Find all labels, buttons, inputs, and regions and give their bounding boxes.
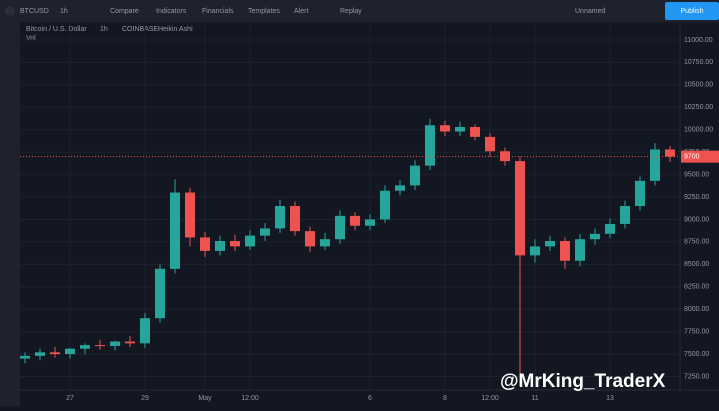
- y-tick-label: 7250.00: [684, 373, 709, 380]
- y-tick-label: 8000.00: [684, 306, 709, 313]
- candle-body: [260, 228, 270, 236]
- y-tick-label: 9250.00: [684, 194, 709, 201]
- candle-body: [575, 239, 585, 261]
- candle-body: [545, 241, 555, 247]
- candle-body: [605, 223, 615, 234]
- candle-body: [275, 206, 285, 229]
- candle-body: [245, 235, 255, 247]
- x-tick-label: 27: [66, 395, 74, 402]
- x-tick-label: 12:00: [241, 395, 259, 402]
- publish-button[interactable]: [665, 2, 719, 20]
- candle-body: [95, 345, 105, 347]
- candle-body: [185, 192, 195, 238]
- y-tick-label: 8750.00: [684, 239, 709, 246]
- candle-body: [635, 180, 645, 206]
- candle-body: [620, 206, 630, 224]
- candle-body: [455, 127, 465, 132]
- candle-body: [20, 355, 30, 359]
- candle-body: [290, 206, 300, 232]
- subtitle: 1h COINBASE Heikin Ashi: [100, 26, 193, 33]
- subtitle-item: COINBASE: [122, 26, 159, 33]
- candle-body: [560, 241, 570, 261]
- toolbar-item[interactable]: Compare: [110, 8, 139, 15]
- last-price-box: [681, 150, 719, 163]
- candle-body: [410, 165, 420, 186]
- candle-body: [440, 125, 450, 132]
- candle-body: [65, 348, 75, 355]
- y-tick-label: 7500.00: [684, 351, 709, 358]
- subtitle-item: Heikin Ashi: [158, 26, 193, 33]
- candle-body: [200, 237, 210, 251]
- y-tick-label: 10500.00: [684, 82, 713, 89]
- candle-body: [365, 219, 375, 226]
- candle-body: [320, 239, 330, 247]
- toolbar: [0, 0, 719, 22]
- plot: 7250.00 7500.00 7750.00 8000.00 8250.00 8500.…: [20, 22, 719, 402]
- candle-body: [425, 125, 435, 166]
- candle-body: [350, 215, 360, 226]
- layout-name[interactable]: Unnamed: [575, 8, 605, 15]
- watermark: @MrKing_TraderX: [500, 371, 666, 392]
- candle-body: [500, 151, 510, 162]
- candle-body: [125, 341, 135, 344]
- candle-body: [305, 231, 315, 247]
- candle-body: [230, 241, 240, 247]
- x-tick-label: 11: [531, 395, 538, 402]
- last-price-label: 9700: [684, 153, 700, 160]
- candle-body: [485, 136, 495, 152]
- x-tick-label: 12:00: [481, 395, 499, 402]
- toolbar-item[interactable]: Indicators: [156, 8, 187, 15]
- chart-title: Bitcoin / U.S. Dollar: [26, 26, 87, 33]
- y-tick-label: 7750.00: [684, 329, 709, 336]
- candle-body: [50, 352, 60, 355]
- candle-body: [470, 127, 480, 137]
- publish-label[interactable]: Publish: [681, 8, 704, 15]
- candle-body: [110, 341, 120, 347]
- candle-body: [650, 149, 660, 181]
- left-toolbar: [0, 22, 20, 406]
- x-tick-label: 8: [443, 395, 447, 402]
- candle-body: [395, 185, 405, 191]
- candle-body: [215, 241, 225, 251]
- toolbar-item[interactable]: Templates: [248, 8, 280, 15]
- candle-body: [530, 246, 540, 256]
- y-tick-label: 11000.00: [684, 37, 713, 44]
- y-tick-label: 9500.00: [684, 171, 709, 178]
- symbol[interactable]: BTCUSD: [20, 8, 49, 15]
- candle-body: [335, 215, 345, 240]
- candle-body: [140, 318, 150, 344]
- candle-body: [665, 149, 675, 157]
- y-tick-label: 10250.00: [684, 104, 713, 111]
- x-tick-label: 6: [368, 395, 372, 402]
- interval[interactable]: 1h: [60, 8, 68, 15]
- toolbar-item[interactable]: Financials: [202, 8, 234, 15]
- x-tick-label: 29: [141, 395, 149, 402]
- avatar[interactable]: [5, 6, 15, 16]
- candle-body: [80, 345, 90, 349]
- candle-body: [35, 352, 45, 356]
- y-tick-label: 9000.00: [684, 216, 709, 223]
- subtitle-item: 1h: [100, 26, 108, 33]
- x-tick-label: 13: [606, 395, 614, 402]
- toolbar-items: Compare Indicators Financials Templates Aler…: [110, 8, 362, 15]
- candle-body: [380, 190, 390, 220]
- toolbar-item[interactable]: Replay: [340, 8, 362, 15]
- y-tick-label: 8500.00: [684, 261, 709, 268]
- candle-body: [590, 233, 600, 240]
- toolbar-item[interactable]: Alert: [294, 8, 308, 15]
- candle-body: [155, 268, 165, 319]
- x-tick-label: May: [198, 395, 212, 402]
- y-tick-label: 10000.00: [684, 127, 713, 134]
- volume-label: Vol: [26, 35, 36, 42]
- candle-body: [515, 161, 525, 256]
- candle-body: [170, 192, 180, 269]
- y-tick-label: 8250.00: [684, 284, 709, 291]
- y-tick-label: 10750.00: [684, 59, 713, 66]
